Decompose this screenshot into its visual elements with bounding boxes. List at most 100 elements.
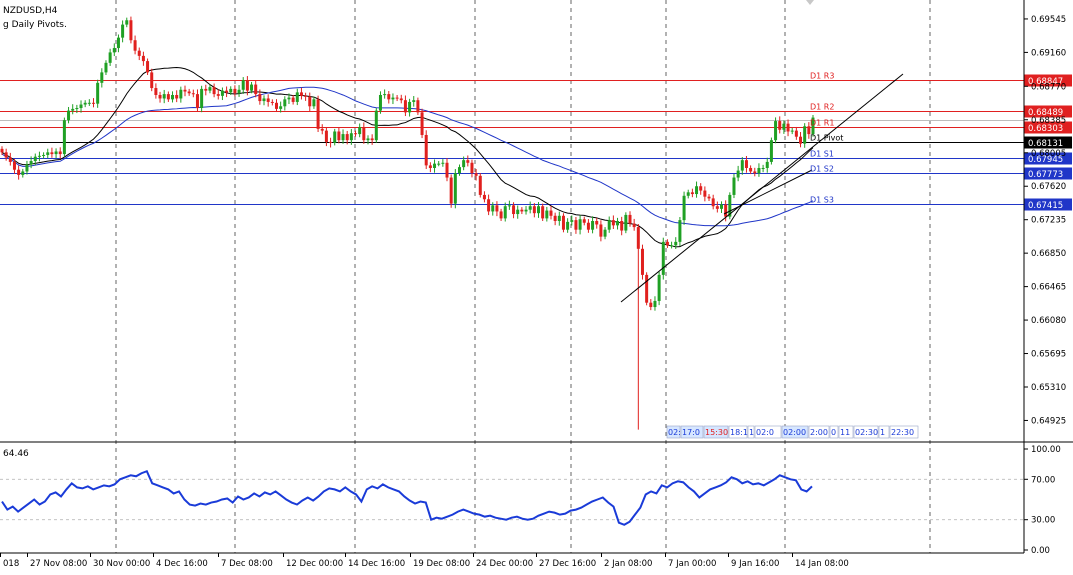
candle[interactable] <box>753 167 757 177</box>
candle[interactable] <box>744 155 748 173</box>
candle[interactable] <box>670 241 674 249</box>
candle[interactable] <box>329 137 333 148</box>
trendline-upper[interactable] <box>620 73 904 303</box>
candle[interactable] <box>478 173 482 198</box>
candle[interactable] <box>503 202 507 222</box>
candle[interactable] <box>158 91 162 103</box>
candle[interactable] <box>87 99 91 106</box>
candle[interactable] <box>291 94 295 105</box>
candle[interactable] <box>75 104 79 114</box>
candle[interactable] <box>512 202 516 219</box>
candle[interactable] <box>740 157 744 175</box>
candle[interactable] <box>757 163 761 177</box>
candle[interactable] <box>58 147 62 159</box>
candle[interactable] <box>499 208 503 221</box>
candle[interactable] <box>320 124 324 135</box>
candle[interactable] <box>17 165 21 180</box>
candle[interactable] <box>682 191 686 225</box>
candle[interactable] <box>54 148 58 159</box>
candle[interactable] <box>803 123 807 148</box>
candle[interactable] <box>387 90 391 104</box>
candle[interactable] <box>108 48 112 66</box>
candle[interactable] <box>599 220 603 242</box>
candle[interactable] <box>91 98 95 108</box>
candle[interactable] <box>8 152 12 166</box>
candle[interactable] <box>636 223 640 430</box>
candle[interactable] <box>403 95 407 117</box>
candle[interactable] <box>175 90 179 103</box>
candle[interactable] <box>449 174 453 208</box>
candle[interactable] <box>574 217 578 234</box>
candle[interactable] <box>46 148 50 159</box>
candle[interactable] <box>316 95 320 133</box>
candle[interactable] <box>383 89 387 99</box>
candle[interactable] <box>96 79 100 108</box>
candle[interactable] <box>470 159 474 178</box>
candle[interactable] <box>241 77 245 94</box>
candle[interactable] <box>794 126 798 140</box>
candle[interactable] <box>507 200 511 210</box>
candle[interactable] <box>620 216 624 236</box>
candle[interactable] <box>678 217 682 247</box>
candle[interactable] <box>67 106 71 124</box>
candle[interactable] <box>732 173 736 199</box>
candle[interactable] <box>150 68 154 92</box>
candle[interactable] <box>749 165 753 175</box>
candles[interactable] <box>0 16 815 430</box>
candle[interactable] <box>645 272 649 306</box>
candle[interactable] <box>345 130 349 145</box>
candle[interactable] <box>665 239 669 248</box>
candle[interactable] <box>62 117 66 157</box>
candle[interactable] <box>408 98 412 117</box>
candle[interactable] <box>516 205 520 219</box>
candle[interactable] <box>270 99 274 106</box>
candle[interactable] <box>690 188 694 198</box>
candle[interactable] <box>133 35 137 55</box>
candle[interactable] <box>582 216 586 226</box>
candle[interactable] <box>116 34 120 53</box>
candle[interactable] <box>453 169 457 209</box>
candle[interactable] <box>487 194 491 216</box>
candle[interactable] <box>33 153 37 166</box>
candle[interactable] <box>183 85 187 97</box>
candle[interactable] <box>595 217 599 229</box>
candle[interactable] <box>695 181 699 198</box>
candle[interactable] <box>640 244 644 280</box>
candle[interactable] <box>657 271 661 306</box>
candle[interactable] <box>233 85 237 97</box>
candle[interactable] <box>129 16 133 44</box>
candle[interactable] <box>557 211 561 226</box>
candle[interactable] <box>537 202 541 218</box>
candle[interactable] <box>711 194 715 210</box>
candle[interactable] <box>769 137 773 165</box>
candle[interactable] <box>141 51 145 66</box>
candle[interactable] <box>162 89 166 104</box>
candle[interactable] <box>686 189 690 199</box>
trendline-lower[interactable] <box>723 169 813 215</box>
candle[interactable] <box>428 162 432 173</box>
candle[interactable] <box>245 76 249 96</box>
candle[interactable] <box>570 215 574 226</box>
candle[interactable] <box>354 130 358 137</box>
candle[interactable] <box>395 94 399 102</box>
candle[interactable] <box>774 117 778 144</box>
candle[interactable] <box>649 299 653 311</box>
candle[interactable] <box>225 86 229 98</box>
candle[interactable] <box>799 132 803 148</box>
candle[interactable] <box>786 119 790 137</box>
candle[interactable] <box>591 216 595 234</box>
candle[interactable] <box>416 97 420 115</box>
candle[interactable] <box>104 60 108 75</box>
candle[interactable] <box>216 89 220 100</box>
candle[interactable] <box>607 216 611 233</box>
candle[interactable] <box>424 130 428 170</box>
candle[interactable] <box>466 155 470 167</box>
candle[interactable] <box>121 20 125 43</box>
candle[interactable] <box>362 122 366 144</box>
candle[interactable] <box>532 203 536 218</box>
candle[interactable] <box>112 43 116 57</box>
candle[interactable] <box>283 96 287 111</box>
candle[interactable] <box>790 128 794 135</box>
rsi-line[interactable] <box>1 469 813 526</box>
candle[interactable] <box>137 47 141 61</box>
